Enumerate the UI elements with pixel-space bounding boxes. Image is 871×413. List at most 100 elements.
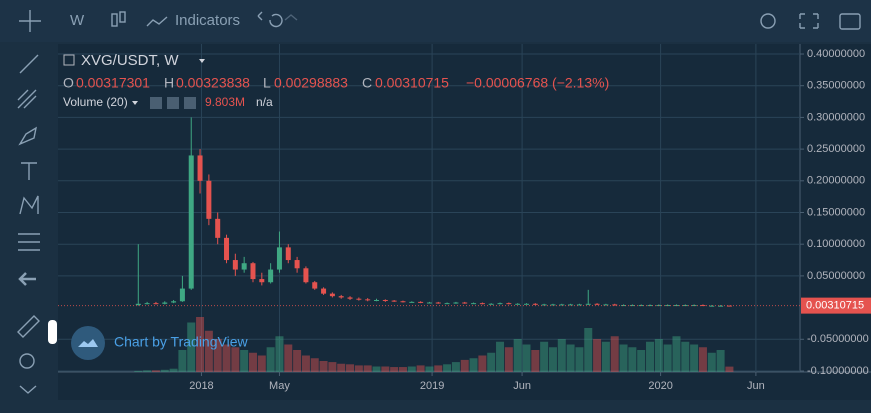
volume-bar (496, 341, 505, 372)
candle-body (215, 218, 221, 238)
candle-type-icon[interactable] (111, 11, 126, 27)
toolbar-collapse[interactable] (48, 320, 57, 344)
volume-bar (169, 368, 178, 372)
x-tick-label: Jun (513, 380, 531, 392)
candle-body (594, 303, 600, 305)
dropdown-icon[interactable] (132, 101, 138, 105)
volume-bar (434, 365, 443, 372)
candle-body (303, 268, 309, 283)
volume-bar (143, 370, 152, 372)
volume-bar (451, 362, 460, 372)
ruler-tool[interactable] (17, 315, 40, 338)
volume-bar (293, 350, 302, 372)
settings-button[interactable] (760, 13, 776, 29)
fib-tool[interactable] (17, 89, 37, 109)
volume-bar (248, 352, 257, 372)
fullscreen-button[interactable] (799, 13, 819, 29)
volume-value: 9.803M (205, 95, 245, 109)
volume-bar (390, 367, 399, 372)
volume-bar (601, 341, 610, 372)
interval-button[interactable]: W (70, 12, 85, 29)
y-tick-label: 0.05000000 (807, 270, 865, 282)
watermark[interactable]: Chart by TradingView (114, 334, 248, 350)
candle-body (232, 260, 238, 270)
candle-body (488, 303, 494, 305)
back-tool[interactable] (18, 272, 36, 286)
volume-bar (284, 344, 293, 372)
tradingview-logo (71, 326, 105, 360)
volume-bar (646, 341, 655, 372)
candle-body (612, 304, 618, 306)
price-axis (800, 44, 871, 372)
redo-button[interactable] (284, 14, 298, 21)
candle-body (294, 260, 300, 269)
volume-bar (698, 347, 707, 372)
candle-body (365, 299, 371, 301)
dropdown-icon[interactable] (199, 59, 205, 63)
candle-body (391, 300, 397, 302)
candle-body (241, 263, 247, 270)
volume-bar (398, 367, 407, 372)
volume-bar (213, 339, 222, 372)
y-tick-label: 0.35000000 (807, 80, 865, 92)
volume-bar (540, 341, 549, 372)
volume-bar (381, 366, 390, 372)
volume-bar (672, 336, 681, 372)
volume-bar (575, 347, 584, 372)
y-tick-label: 0.30000000 (807, 111, 865, 123)
candle-body (179, 288, 185, 302)
last-price-box (801, 297, 871, 314)
volume-bar (275, 336, 284, 372)
candle-body (197, 155, 203, 181)
candle-body (709, 305, 715, 307)
indicators-button[interactable]: Indicators (175, 12, 240, 29)
candle-body (409, 301, 415, 303)
last-price-label: 0.00310715 (806, 300, 864, 312)
left-toolbar (17, 54, 40, 394)
more-tools[interactable] (19, 385, 37, 394)
volume-bar (637, 350, 646, 372)
volume-bar (266, 347, 275, 372)
top-toolbar (0, 0, 871, 42)
brush-tool[interactable] (18, 126, 37, 146)
y-tick-label: -0.10000000 (807, 365, 869, 377)
candle-body (276, 247, 282, 270)
logo-mark (78, 339, 98, 347)
indicators-icon[interactable] (146, 16, 168, 27)
collapse-toggle[interactable] (63, 54, 75, 66)
candle-body (568, 304, 574, 306)
candle-body (541, 304, 547, 306)
zoom-tool[interactable] (19, 353, 35, 369)
volume-bar (566, 344, 575, 372)
candle-body (585, 303, 591, 305)
snapshot-button[interactable] (839, 13, 861, 30)
plot-area (58, 44, 800, 372)
volume-bar (469, 358, 478, 372)
candle-body (479, 303, 485, 305)
candle-body (718, 305, 724, 307)
prediction-tool[interactable] (18, 233, 40, 251)
crosshair-icon[interactable] (19, 10, 41, 32)
pattern-tool[interactable] (19, 195, 39, 215)
undo-button[interactable] (257, 11, 283, 28)
candle-body (532, 303, 538, 305)
volume-bar (504, 347, 513, 372)
volume-bar (663, 344, 672, 372)
candle-body (171, 301, 177, 303)
volume-bar (196, 317, 205, 372)
candle-body (312, 282, 318, 289)
volume-bar (425, 366, 434, 372)
volume-bar (716, 350, 725, 372)
candle-body (400, 301, 406, 303)
text-tool[interactable] (21, 162, 37, 180)
eye-button[interactable] (150, 97, 162, 109)
x-tick-label: May (269, 380, 290, 392)
volume-bar (354, 365, 363, 372)
volume-bar (372, 366, 381, 372)
trend-line-tool[interactable] (19, 54, 39, 74)
remove-button[interactable] (184, 97, 196, 109)
low-value: 0.00298883 (274, 75, 348, 91)
high-label: H (164, 75, 174, 91)
settings-button[interactable] (167, 97, 179, 109)
volume-bar (240, 350, 249, 372)
